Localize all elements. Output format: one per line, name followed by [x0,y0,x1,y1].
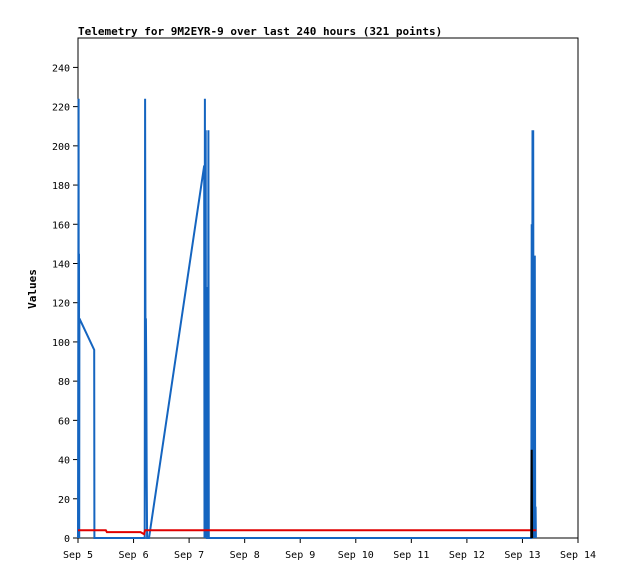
x-axis: Sep 5 Sep 6 Sep 7 Sep 8 Sep 9 Sep 10 Sep 11 Sep… [63,538,596,561]
x-tick-label: Sep 6 [119,550,149,561]
y-tick-label: 20 [58,495,70,506]
plot-area [77,37,579,539]
x-tick-label: Sep 12 [449,550,485,561]
y-tick-label: 100 [52,338,70,349]
x-tick-label: Sep 10 [338,550,374,561]
x-tick-label: Sep 5 [63,550,93,561]
y-axis: 0 20 40 60 80 100 120 140 160 180 200 220 240 [52,63,78,545]
y-tick-label: 40 [58,456,70,467]
y-tick-label: 140 [52,259,70,270]
y-tick-label: 220 [52,103,70,114]
y-tick-label: 0 [64,534,70,545]
y-tick-label: 160 [52,220,70,231]
series-line-1 [77,98,537,539]
x-tick-label: Sep 9 [285,550,315,561]
y-tick-label: 180 [52,181,70,192]
y-tick-label: 120 [52,299,70,310]
x-tick-label: Sep 11 [393,550,429,561]
chart-title: Telemetry for 9M2EYR-9 over last 240 hou… [78,25,442,38]
x-tick-label: Sep 14 [560,550,596,561]
y-tick-label: 60 [58,416,70,427]
series-line-3 [530,449,534,539]
x-tick-label: Sep 13 [504,550,540,561]
y-axis-label: Values [26,269,39,309]
x-tick-label: Sep 8 [230,550,260,561]
series-layer [77,98,537,539]
y-tick-label: 80 [58,377,70,388]
y-tick-label: 200 [52,142,70,153]
series-line-2 [78,529,537,536]
y-tick-label: 240 [52,63,70,74]
x-tick-label: Sep 7 [174,550,204,561]
